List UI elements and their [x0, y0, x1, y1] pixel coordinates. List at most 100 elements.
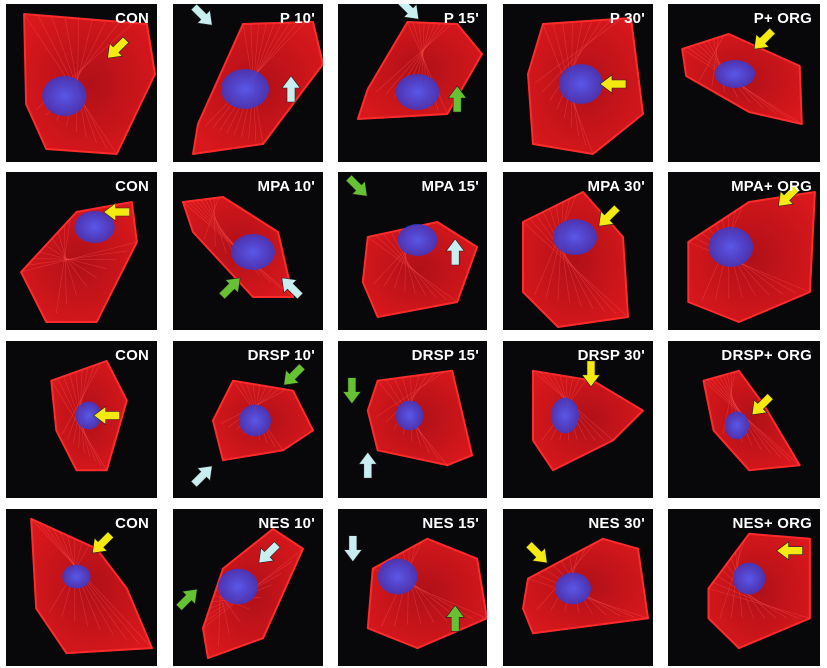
- stress-fibre: [708, 588, 810, 619]
- stress-fibre: [38, 522, 140, 644]
- cell-image: [356, 4, 483, 120]
- yellow-arrow-icon: [525, 541, 548, 564]
- stress-fibre: [536, 215, 605, 312]
- stress-fibre: [57, 231, 77, 296]
- panel-label: NES+ ORG: [732, 515, 812, 532]
- micrograph-panel: NES 15': [338, 509, 487, 666]
- nucleus: [397, 224, 438, 256]
- micrograph-panel: CON: [6, 509, 157, 666]
- yellow-arrow-icon: [776, 541, 803, 561]
- cell-image: [532, 360, 644, 472]
- stress-fibre: [61, 362, 101, 435]
- micrograph-panel: CON: [6, 341, 157, 498]
- stress-fibre: [67, 365, 95, 440]
- nucleus: [231, 234, 275, 270]
- actin-cell-body: [532, 369, 644, 472]
- actin-cell-body: [687, 191, 816, 323]
- cyan-arrow-icon: [358, 451, 378, 479]
- yellow-arrow-icon: [598, 204, 621, 227]
- cyan-arrow-icon: [281, 75, 301, 103]
- stress-fibre: [542, 211, 594, 309]
- actin-cell-body: [361, 221, 479, 318]
- micrograph-panel: MPA+ ORG: [668, 172, 820, 330]
- micrograph-panel: P 15': [338, 4, 487, 162]
- micrograph-panel: MPA 10': [173, 172, 323, 330]
- stress-fibre: [527, 578, 649, 619]
- nucleus: [42, 76, 87, 116]
- panel-label: NES 10': [258, 515, 315, 532]
- nucleus: [559, 64, 603, 104]
- panel-label: MPA 15': [421, 178, 479, 195]
- yellow-arrow-icon: [599, 74, 627, 94]
- stress-fibre: [209, 198, 227, 254]
- cell-image: [345, 174, 479, 318]
- cyan-arrow-icon: [258, 541, 281, 564]
- stress-fibre: [376, 23, 452, 93]
- yellow-arrow-icon: [753, 27, 776, 50]
- nucleus: [239, 404, 271, 437]
- micrograph-panel: DRSP 15': [338, 341, 487, 498]
- panel-label: CON: [115, 347, 149, 364]
- green-arrow-icon: [175, 588, 198, 611]
- cell-image: [522, 537, 649, 635]
- micrograph-panel: DRSP 30': [503, 341, 653, 498]
- cyan-arrow-icon: [190, 465, 213, 488]
- green-arrow-icon: [283, 363, 306, 386]
- stress-fibre: [717, 576, 788, 619]
- cell-image: [681, 27, 803, 125]
- yellow-arrow-icon: [107, 36, 130, 59]
- green-arrow-icon: [445, 604, 465, 632]
- cell-image: [30, 517, 153, 655]
- nucleus: [221, 69, 269, 109]
- nucleus: [551, 397, 579, 434]
- green-arrow-icon: [342, 377, 362, 405]
- stress-fibre: [529, 218, 617, 315]
- nucleus: [377, 558, 418, 595]
- nucleus: [62, 564, 91, 589]
- actin-cell-body: [23, 13, 156, 155]
- stress-fibre: [535, 18, 622, 84]
- nucleus: [74, 211, 115, 243]
- yellow-arrow-icon: [103, 202, 130, 222]
- panel-label: P+ ORG: [753, 10, 812, 27]
- panel-label: CON: [115, 10, 149, 27]
- panel-label: P 30': [609, 10, 645, 27]
- yellow-arrow-icon: [93, 405, 120, 426]
- panel-label: MPA 30': [587, 178, 645, 195]
- nucleus: [714, 60, 756, 88]
- panel-label: DRSP 30': [577, 347, 645, 364]
- cell-image: [522, 191, 629, 328]
- green-arrow-icon: [345, 174, 368, 197]
- stress-fibre: [707, 379, 791, 462]
- stress-fibre: [703, 380, 800, 466]
- micrograph-panel: NES 30': [503, 509, 653, 666]
- yellow-arrow-icon: [751, 393, 774, 416]
- stress-fibre: [383, 233, 437, 298]
- stress-fibre: [688, 241, 811, 293]
- stress-fibre: [522, 221, 629, 318]
- stress-fibre: [542, 19, 612, 93]
- actin-cell-body: [366, 537, 487, 650]
- micrograph-panel: MPA 15': [338, 172, 487, 330]
- panel-label: NES 15': [422, 515, 479, 532]
- cell-image: [343, 535, 487, 650]
- stress-fibre: [375, 235, 447, 301]
- stress-fibre: [213, 198, 216, 247]
- stress-fibre: [549, 208, 582, 306]
- micrograph-panel: DRSP 10': [173, 341, 323, 498]
- micrograph-panel: NES+ ORG: [668, 509, 820, 666]
- stress-fibre: [557, 201, 564, 301]
- stress-fibre: [549, 19, 602, 101]
- stress-fibre: [33, 258, 117, 261]
- nucleus: [708, 227, 754, 267]
- cyan-arrow-icon: [190, 4, 213, 26]
- stress-fibre: [556, 205, 570, 304]
- stress-fibre: [56, 218, 71, 314]
- panel-label: P 10': [279, 10, 315, 27]
- stress-fibre: [64, 17, 87, 138]
- micrograph-panel: P 10': [173, 4, 323, 162]
- nucleus: [724, 411, 750, 440]
- cell-image: [707, 532, 811, 650]
- stress-fibre: [367, 236, 458, 303]
- stress-fibre: [698, 35, 724, 82]
